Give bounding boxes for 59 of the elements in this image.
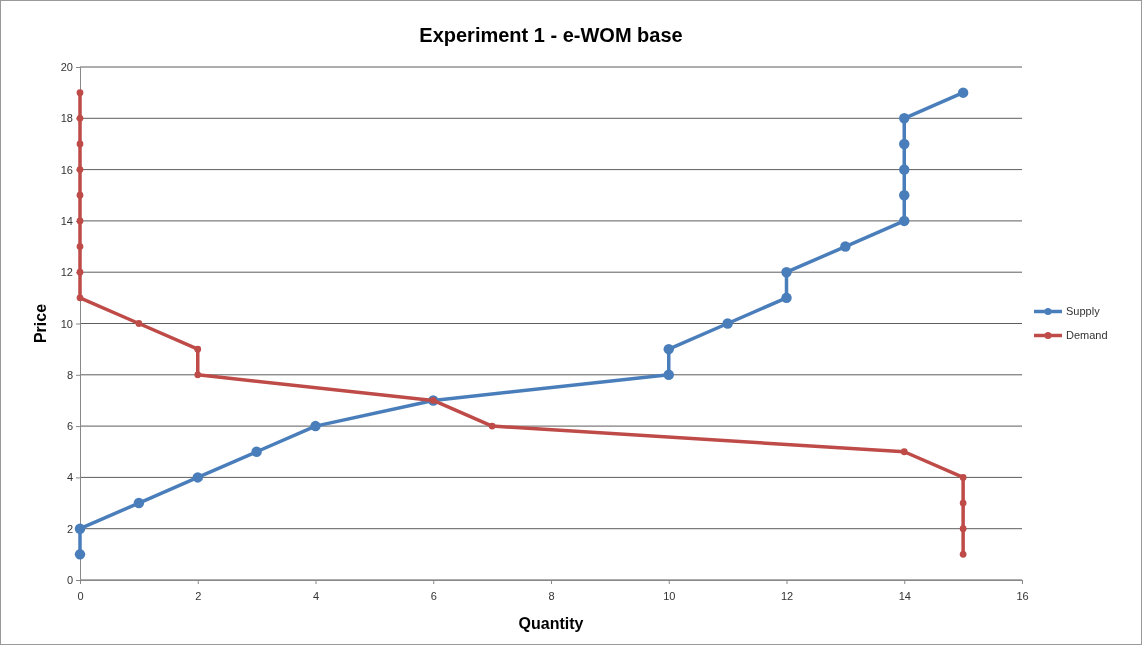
y-tick-label: 2 xyxy=(66,522,73,535)
point xyxy=(76,89,84,97)
x-tick-label: 8 xyxy=(548,590,555,603)
point xyxy=(194,371,202,379)
x-tick-label: 6 xyxy=(430,590,437,603)
y-tick-label: 10 xyxy=(60,317,73,330)
point xyxy=(663,369,674,381)
y-tick-label: 20 xyxy=(60,61,73,74)
point xyxy=(899,164,910,175)
point xyxy=(722,318,733,329)
y-tick-label: 18 xyxy=(60,112,73,125)
y-tick-label: 6 xyxy=(66,420,73,433)
point xyxy=(488,422,496,430)
point xyxy=(959,525,967,533)
point xyxy=(76,191,84,199)
point xyxy=(135,320,143,327)
point xyxy=(959,474,967,481)
x-tick-label: 2 xyxy=(195,590,202,603)
point xyxy=(781,292,792,304)
point xyxy=(74,549,86,560)
point xyxy=(194,345,202,353)
point xyxy=(959,550,967,558)
point xyxy=(76,140,84,148)
chart-title: Experiment 1 - e-WOM base xyxy=(419,24,683,46)
point xyxy=(959,499,967,507)
point xyxy=(899,138,910,150)
x-tick-label: 16 xyxy=(1016,590,1029,603)
point xyxy=(192,472,203,483)
point xyxy=(900,448,908,456)
y-tick-label: 12 xyxy=(60,266,73,279)
y-tick-label: 14 xyxy=(60,214,73,227)
x-axis-title: Quantity xyxy=(518,615,584,632)
y-tick-label: 0 xyxy=(66,574,73,587)
legend-label: Demand xyxy=(1066,329,1108,342)
point xyxy=(310,420,321,432)
point xyxy=(781,266,792,278)
point xyxy=(74,523,86,534)
point xyxy=(957,87,969,98)
x-tick-label: 12 xyxy=(780,590,794,603)
x-tick-label: 14 xyxy=(898,590,911,603)
point xyxy=(840,241,851,252)
point xyxy=(251,446,262,457)
y-tick-label: 8 xyxy=(66,368,73,381)
point xyxy=(76,243,84,250)
point xyxy=(76,114,84,122)
point xyxy=(76,294,84,302)
point xyxy=(76,268,84,276)
legend-label: Supply xyxy=(1066,305,1101,318)
x-tick-label: 4 xyxy=(312,590,320,603)
y-axis-title: Price xyxy=(32,303,49,344)
x-tick-label: 0 xyxy=(77,590,84,603)
y-tick-label: 16 xyxy=(60,163,73,176)
point xyxy=(133,497,145,509)
point xyxy=(663,343,674,355)
x-tick-label: 10 xyxy=(663,590,676,603)
point xyxy=(899,190,910,201)
point xyxy=(899,215,910,227)
point xyxy=(899,113,910,124)
y-tick-label: 4 xyxy=(66,471,73,484)
